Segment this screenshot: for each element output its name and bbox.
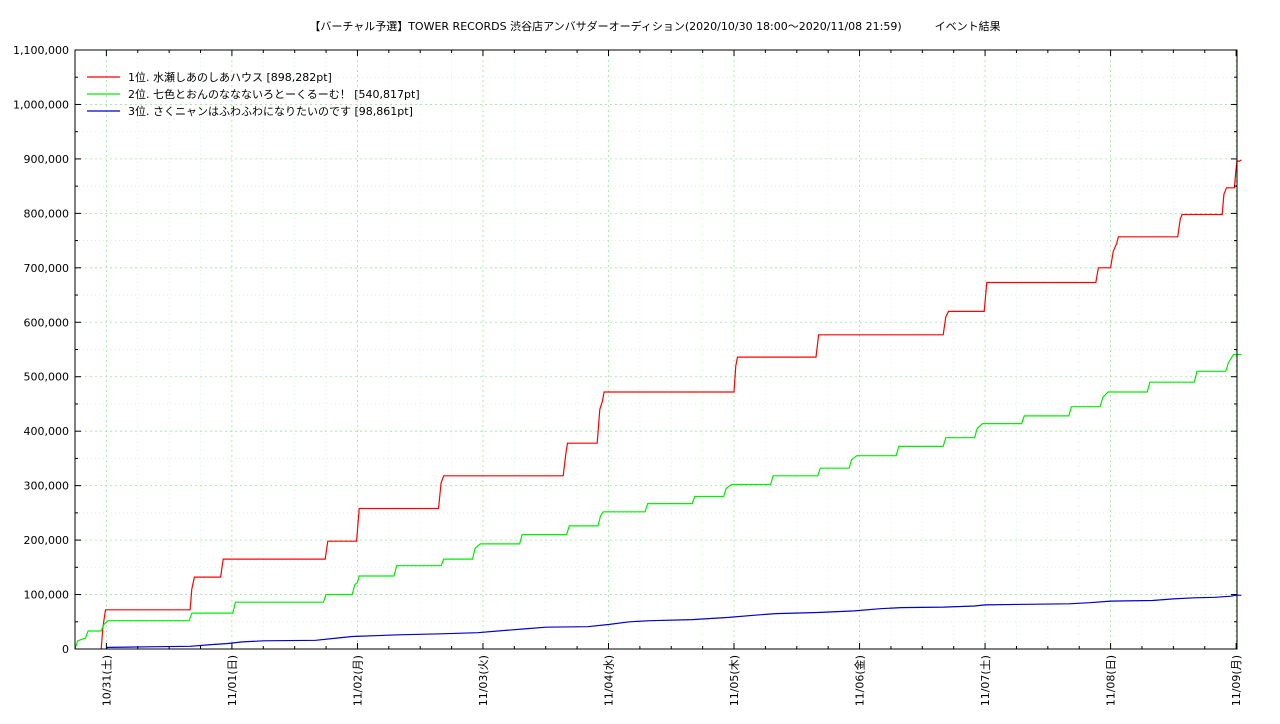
y-tick-label: 200,000 bbox=[24, 534, 70, 547]
y-tick-label: 800,000 bbox=[24, 207, 70, 220]
y-tick-label: 1,100,000 bbox=[13, 44, 69, 57]
x-tick-label: 11/03(火) bbox=[477, 655, 490, 706]
x-tick-label: 11/05(木) bbox=[728, 655, 741, 706]
x-tick-label: 11/09(月) bbox=[1230, 655, 1243, 706]
series-line-1 bbox=[100, 159, 1242, 650]
y-tick-label: 400,000 bbox=[24, 425, 70, 438]
legend-label-3: 3位. さくニャンはふわふわになりたいのです [98,861pt] bbox=[128, 104, 413, 118]
grid bbox=[75, 50, 1237, 649]
chart-title: 【バーチャル予選】TOWER RECORDS 渋谷店アンバサダーオーディション(… bbox=[309, 19, 1000, 33]
series-layer bbox=[74, 159, 1242, 650]
legend-label-2: 2位. 七色とおんのななないろとーくるーむ！ [540,817pt] bbox=[128, 87, 420, 101]
y-tick-label: 100,000 bbox=[24, 589, 70, 602]
y-tick-label: 1,000,000 bbox=[13, 98, 69, 111]
y-tick-label: 700,000 bbox=[24, 262, 70, 275]
series-line-3 bbox=[105, 594, 1242, 650]
legend: 1位. 水瀬しあのしあハウス [898,282pt] 2位. 七色とおんのななない… bbox=[87, 70, 420, 118]
axis-ticks: 0 100,000 200,000 300,000 400,000 500,000 600,… bbox=[13, 44, 1243, 706]
x-tick-label: 11/04(水) bbox=[602, 655, 615, 706]
x-tick-label: 11/01(日) bbox=[226, 655, 239, 706]
y-tick-label: 300,000 bbox=[24, 480, 70, 493]
series-line-2 bbox=[74, 353, 1242, 650]
x-tick-label: 10/31(土) bbox=[100, 655, 113, 706]
y-tick-label: 500,000 bbox=[24, 371, 70, 384]
x-tick-label: 11/02(月) bbox=[351, 655, 364, 706]
y-tick-label: 600,000 bbox=[24, 316, 70, 329]
x-tick-label: 11/08(日) bbox=[1105, 655, 1118, 706]
x-tick-label: 11/07(土) bbox=[979, 655, 992, 706]
y-tick-label: 900,000 bbox=[24, 153, 70, 166]
x-tick-label: 11/06(金) bbox=[853, 655, 867, 706]
y-tick-label: 0 bbox=[62, 643, 69, 656]
legend-label-1: 1位. 水瀬しあのしあハウス [898,282pt] bbox=[128, 70, 332, 84]
